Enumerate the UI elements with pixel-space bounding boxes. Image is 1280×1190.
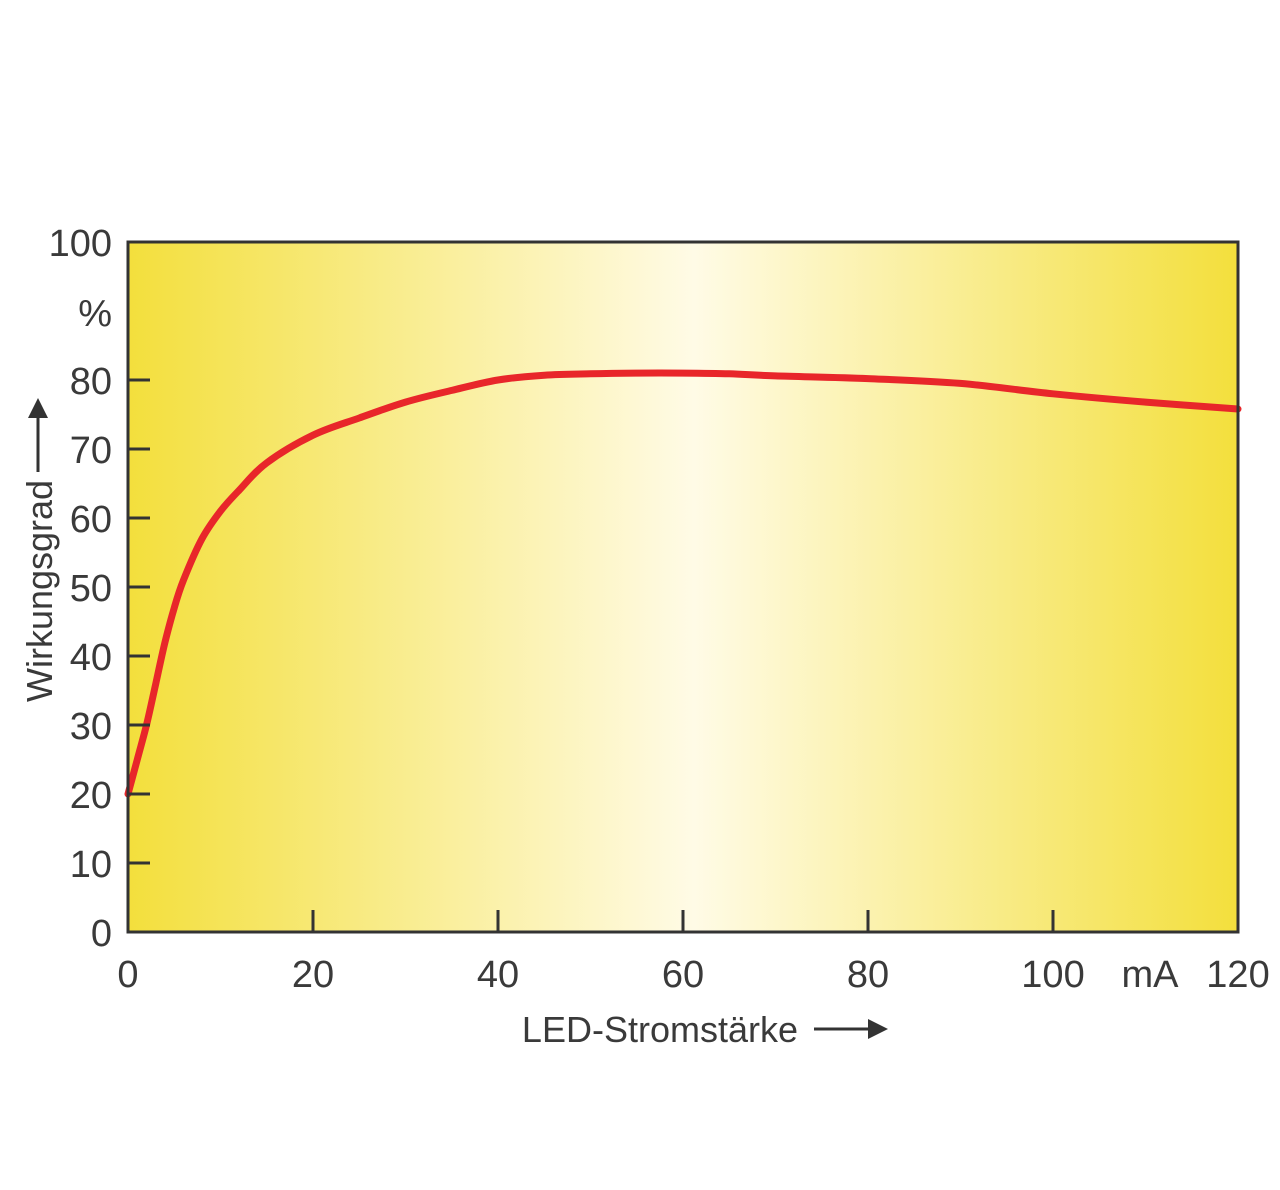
x-axis-title: LED-Stromstärke [522, 1009, 798, 1050]
y-unit-label: % [78, 293, 112, 335]
x-tick-label: 60 [662, 954, 704, 996]
y-tick-label: 60 [70, 499, 112, 541]
tick-labels: 0 10 20 30 40 50 60 70 80 100 0 20 40 60 80 100 120 [49, 223, 1270, 996]
y-tick-label: 30 [70, 706, 112, 748]
y-tick-label: 70 [70, 430, 112, 472]
x-tick-label: 100 [1021, 954, 1084, 996]
ticks [128, 240, 1055, 934]
x-unit-label: mA [1122, 954, 1180, 996]
y-axis-arrow-icon [28, 398, 48, 472]
x-tick-label: 20 [292, 954, 334, 996]
y-tick-label: 40 [70, 637, 112, 679]
y-tick-label: 100 [49, 223, 112, 265]
series-layer [124, 369, 1242, 798]
x-axis-arrow-icon [814, 1019, 888, 1039]
y-tick-label: 80 [70, 361, 112, 403]
series-line [124, 369, 1242, 798]
x-tick-label: 80 [847, 954, 889, 996]
y-tick-label: 20 [70, 775, 112, 817]
x-tick-label: 120 [1206, 954, 1269, 996]
plot-area [128, 242, 1238, 932]
y-tick-label: 50 [70, 568, 112, 610]
x-tick-label: 40 [477, 954, 519, 996]
y-axis-title: Wirkungsgrad [19, 480, 60, 702]
y-tick-label: 0 [91, 913, 112, 955]
y-tick-label: 10 [70, 844, 112, 886]
x-tick-label: 0 [117, 954, 138, 996]
